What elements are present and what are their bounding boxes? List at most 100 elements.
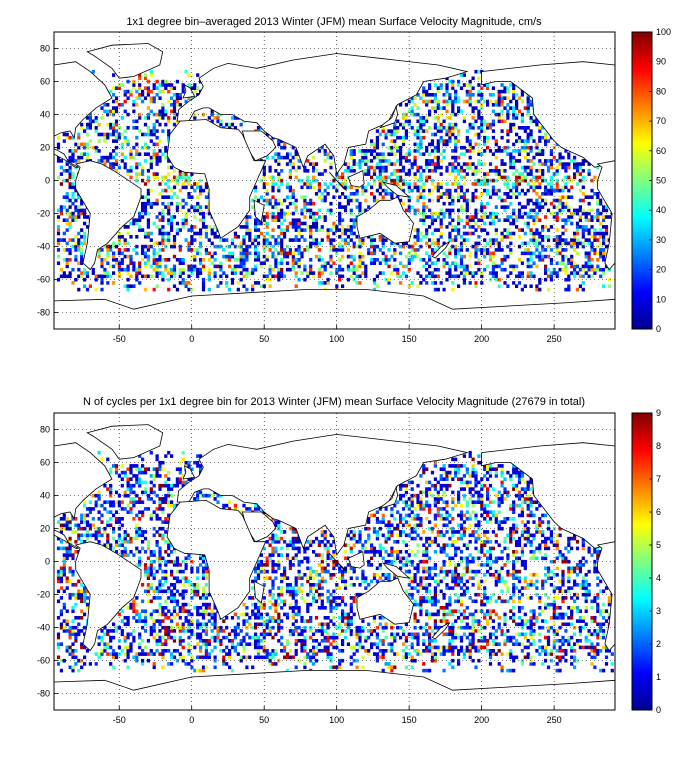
data-cell [254,625,258,630]
data-cell [184,662,188,666]
data-cell [575,221,580,226]
data-cell [317,271,321,275]
data-cell [196,185,200,190]
data-cell [422,235,426,239]
data-cell [567,205,571,209]
data-cell [170,103,174,107]
data-cell [509,129,513,133]
data-cell [242,284,246,288]
plot-frame [53,31,616,330]
data-cell [393,251,397,256]
data-cell [274,182,278,186]
data-cell [602,218,606,222]
data-cell [68,652,72,656]
data-cell [454,609,458,613]
data-cell [494,231,498,236]
data-cell [230,238,235,242]
data-cell [494,228,498,232]
data-cell [358,162,362,166]
data-cell [480,251,484,256]
data-cell [123,267,127,272]
data-cell [149,132,153,137]
data-cell [106,135,110,140]
data-cell [564,201,568,206]
data-cell [384,192,388,196]
data-cell [175,658,179,663]
data-cell [233,231,237,236]
data-cell [567,195,571,199]
data-cell [413,625,417,630]
data-cell [387,662,391,666]
data-cell [494,149,498,153]
data-cell [404,119,408,124]
data-cell [265,188,269,193]
data-cell [349,169,353,173]
data-cell [268,198,272,203]
data-cell [291,616,295,620]
data-cell [68,175,72,180]
data-cell [561,612,565,617]
data-cell [401,182,406,186]
data-cell [236,281,240,285]
data-cell [552,172,556,176]
data-cell [338,211,342,216]
data-cell [326,192,330,196]
data-cell [520,149,524,153]
data-cell [117,135,121,140]
data-cell [587,639,591,643]
data-cell [91,271,95,275]
data-cell [106,122,110,127]
data-cell [149,89,153,94]
data-cell [471,635,475,640]
data-cell [184,619,188,623]
data-cell [143,145,148,150]
data-cell [219,639,223,643]
data-cell [106,155,110,160]
data-cell [210,609,214,613]
data-cell [416,119,420,124]
data-cell [170,635,174,640]
data-cell [164,264,168,269]
data-cell [526,103,530,107]
data-cell [68,238,72,242]
data-cell [459,639,464,643]
data-cell [320,632,324,637]
data-cell [549,261,553,265]
data-cell [448,267,452,272]
data-cell [343,241,348,246]
data-cell [196,619,200,623]
data-cell [581,159,585,163]
data-cell [204,606,208,610]
data-cell [314,221,319,226]
data-cell [561,248,565,252]
data-cell [91,145,95,150]
data-cell [558,201,562,206]
data-cell [135,652,139,656]
data-cell [546,267,551,272]
data-cell [196,606,200,610]
data-cell [335,271,339,275]
data-cell [277,198,281,203]
data-cell [65,261,69,265]
data-cell [378,169,382,173]
data-cell [416,135,420,140]
data-cell [512,619,516,623]
data-cell [349,208,353,213]
data-cell [184,215,188,219]
data-cell [126,271,130,275]
data-cell [167,277,171,282]
data-cell [538,162,542,166]
data-cell [285,152,290,156]
data-cell [419,135,423,140]
data-cell [120,159,124,163]
colorbar-tick-label: 50 [656,176,666,186]
data-cell [439,86,443,90]
data-cell [401,142,406,147]
data-cell [549,211,553,216]
data-cell [517,172,522,176]
data-cell [503,86,507,90]
data-cell [532,139,536,143]
data-cell [428,198,432,203]
data-cell [468,198,472,203]
data-cell [245,218,249,222]
